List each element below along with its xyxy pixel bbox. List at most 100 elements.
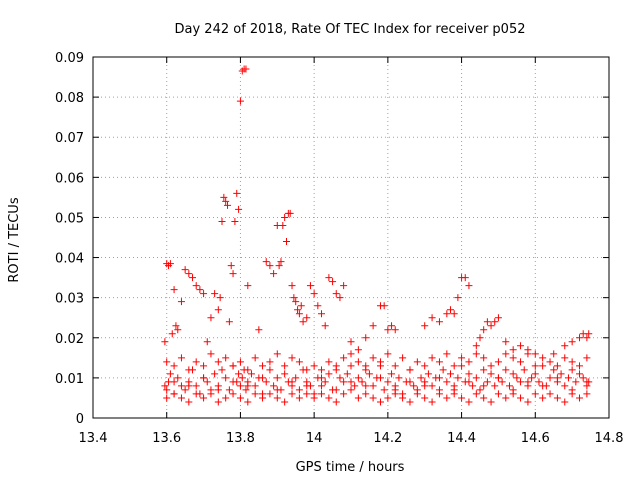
data-point bbox=[509, 346, 517, 354]
data-point bbox=[185, 270, 193, 278]
data-point bbox=[200, 362, 208, 370]
data-point bbox=[447, 306, 455, 314]
chart-title: Day 242 of 2018, Rate Of TEC Index for r… bbox=[175, 22, 526, 37]
data-point bbox=[303, 390, 311, 398]
data-point bbox=[214, 306, 222, 314]
data-point bbox=[487, 370, 495, 378]
data-point bbox=[509, 354, 517, 362]
data-point bbox=[576, 362, 584, 370]
data-point bbox=[318, 310, 326, 318]
data-point bbox=[413, 358, 421, 366]
data-point bbox=[369, 394, 377, 402]
data-point bbox=[299, 318, 307, 326]
data-point bbox=[421, 322, 429, 330]
data-point bbox=[163, 386, 171, 394]
data-point bbox=[450, 362, 458, 370]
data-point bbox=[410, 382, 418, 390]
data-point bbox=[435, 318, 443, 326]
data-point bbox=[550, 366, 558, 374]
data-point bbox=[443, 310, 451, 318]
data-point bbox=[251, 354, 259, 362]
data-point bbox=[509, 370, 517, 378]
data-point bbox=[336, 374, 344, 382]
data-point bbox=[292, 374, 300, 382]
y-tick-label: 0.06 bbox=[55, 171, 84, 186]
data-point bbox=[192, 282, 200, 290]
data-point bbox=[362, 362, 370, 370]
data-point bbox=[384, 326, 392, 334]
data-point bbox=[362, 334, 370, 342]
data-point bbox=[207, 350, 215, 358]
data-point bbox=[502, 350, 510, 358]
data-point bbox=[443, 378, 451, 386]
data-point bbox=[233, 189, 241, 197]
data-point bbox=[200, 394, 208, 402]
y-tick-label: 0.08 bbox=[55, 91, 84, 106]
data-point bbox=[266, 262, 274, 270]
data-point bbox=[553, 362, 561, 370]
data-point bbox=[177, 382, 185, 390]
data-point bbox=[262, 378, 270, 386]
data-point bbox=[354, 346, 362, 354]
data-point bbox=[214, 386, 222, 394]
data-point bbox=[458, 362, 466, 370]
data-point bbox=[354, 358, 362, 366]
data-point bbox=[200, 290, 208, 298]
data-point bbox=[192, 390, 200, 398]
data-point bbox=[192, 358, 200, 366]
data-point bbox=[583, 378, 591, 386]
data-point bbox=[579, 374, 587, 382]
data-point bbox=[546, 374, 554, 382]
data-point bbox=[170, 378, 178, 386]
data-point bbox=[424, 370, 432, 378]
data-point bbox=[279, 221, 287, 229]
data-point bbox=[295, 394, 303, 402]
data-point bbox=[266, 366, 274, 374]
data-point bbox=[465, 370, 473, 378]
data-point bbox=[220, 193, 228, 201]
data-point bbox=[539, 382, 547, 390]
data-point bbox=[214, 398, 222, 406]
data-point bbox=[295, 310, 303, 318]
data-point bbox=[406, 378, 414, 386]
data-point bbox=[531, 350, 539, 358]
data-point bbox=[421, 394, 429, 402]
data-point bbox=[273, 374, 281, 382]
data-point bbox=[369, 382, 377, 390]
data-point bbox=[170, 362, 178, 370]
x-tick-label: 14.6 bbox=[521, 431, 550, 446]
data-point bbox=[465, 398, 473, 406]
data-point bbox=[225, 318, 233, 326]
data-point bbox=[384, 350, 392, 358]
data-point bbox=[216, 294, 224, 302]
data-point bbox=[406, 366, 414, 374]
data-point bbox=[494, 314, 502, 322]
data-point bbox=[347, 350, 355, 358]
data-point bbox=[509, 386, 517, 394]
data-point bbox=[318, 366, 326, 374]
x-tick-label: 14.2 bbox=[373, 431, 402, 446]
data-point bbox=[329, 278, 337, 286]
data-point bbox=[458, 394, 466, 402]
data-point bbox=[166, 370, 174, 378]
data-point bbox=[281, 370, 289, 378]
data-point bbox=[321, 378, 329, 386]
data-point bbox=[340, 378, 348, 386]
data-point bbox=[347, 338, 355, 346]
data-point bbox=[568, 358, 576, 366]
data-point bbox=[546, 390, 554, 398]
axis-layer: 13.4 13.6 13.8 14 14.2 14.4 14.6 14.8 0 0.01 0.02 0… bbox=[55, 51, 623, 446]
data-point bbox=[494, 374, 502, 382]
data-point bbox=[332, 290, 340, 298]
data-point bbox=[332, 386, 340, 394]
data-layer bbox=[161, 65, 593, 406]
data-point bbox=[483, 318, 491, 326]
data-point bbox=[388, 322, 396, 330]
data-point bbox=[259, 374, 267, 382]
y-tick-label: 0.07 bbox=[55, 131, 84, 146]
data-point bbox=[295, 386, 303, 394]
data-point bbox=[325, 358, 333, 366]
data-point bbox=[553, 374, 561, 382]
data-point bbox=[395, 374, 403, 382]
